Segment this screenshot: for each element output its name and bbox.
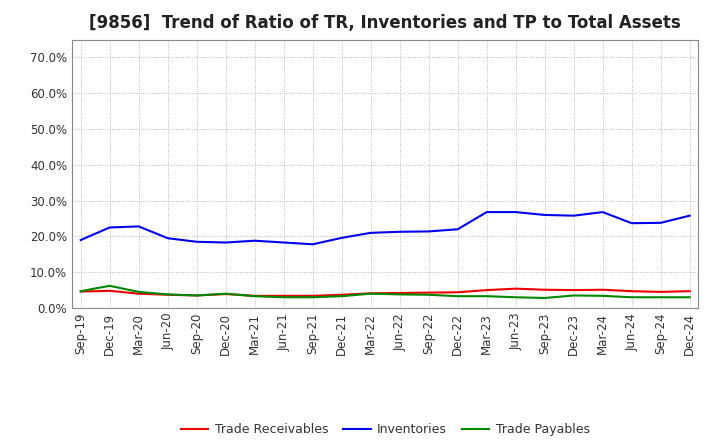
Trade Receivables — [657, 289, 665, 294]
Trade Payables — [366, 291, 375, 296]
Trade Receivables — [395, 290, 404, 296]
Trade Payables — [192, 293, 201, 298]
Trade Receivables — [279, 293, 288, 298]
Line: Inventories: Inventories — [81, 212, 690, 244]
Trade Receivables — [627, 289, 636, 294]
Inventories — [308, 242, 317, 247]
Trade Receivables — [570, 287, 578, 293]
Trade Receivables — [598, 287, 607, 293]
Trade Receivables — [511, 286, 520, 291]
Trade Receivables — [308, 293, 317, 298]
Trade Receivables — [366, 291, 375, 296]
Trade Payables — [279, 295, 288, 300]
Trade Payables — [598, 293, 607, 298]
Trade Payables — [541, 295, 549, 301]
Trade Payables — [163, 292, 172, 297]
Trade Receivables — [163, 292, 172, 297]
Inventories — [685, 213, 694, 218]
Inventories — [366, 230, 375, 235]
Trade Payables — [308, 295, 317, 300]
Inventories — [251, 238, 259, 243]
Trade Payables — [454, 293, 462, 299]
Inventories — [424, 229, 433, 234]
Trade Payables — [251, 293, 259, 299]
Inventories — [395, 229, 404, 235]
Line: Trade Payables: Trade Payables — [81, 286, 690, 298]
Title: [9856]  Trend of Ratio of TR, Inventories and TP to Total Assets: [9856] Trend of Ratio of TR, Inventories… — [89, 15, 681, 33]
Inventories — [192, 239, 201, 245]
Trade Receivables — [192, 293, 201, 298]
Inventories — [221, 240, 230, 245]
Trade Payables — [627, 295, 636, 300]
Trade Payables — [338, 293, 346, 299]
Trade Receivables — [221, 291, 230, 297]
Inventories — [454, 227, 462, 232]
Trade Receivables — [105, 288, 114, 293]
Trade Receivables — [685, 289, 694, 294]
Inventories — [105, 225, 114, 230]
Trade Payables — [657, 295, 665, 300]
Trade Receivables — [251, 293, 259, 298]
Trade Payables — [424, 292, 433, 297]
Trade Payables — [135, 289, 143, 294]
Inventories — [482, 209, 491, 215]
Trade Receivables — [424, 290, 433, 295]
Inventories — [76, 237, 85, 242]
Trade Payables — [105, 283, 114, 289]
Inventories — [279, 240, 288, 245]
Inventories — [135, 224, 143, 229]
Trade Payables — [482, 293, 491, 299]
Inventories — [541, 213, 549, 218]
Inventories — [598, 209, 607, 215]
Trade Receivables — [76, 289, 85, 294]
Trade Payables — [570, 293, 578, 298]
Inventories — [338, 235, 346, 241]
Trade Payables — [511, 295, 520, 300]
Legend: Trade Receivables, Inventories, Trade Payables: Trade Receivables, Inventories, Trade Pa… — [176, 418, 595, 440]
Inventories — [627, 220, 636, 226]
Inventories — [570, 213, 578, 218]
Inventories — [163, 235, 172, 241]
Inventories — [657, 220, 665, 225]
Trade Receivables — [338, 292, 346, 297]
Trade Receivables — [454, 290, 462, 295]
Inventories — [511, 209, 520, 215]
Line: Trade Receivables: Trade Receivables — [81, 289, 690, 296]
Trade Receivables — [135, 291, 143, 296]
Trade Receivables — [541, 287, 549, 293]
Trade Payables — [221, 291, 230, 296]
Trade Payables — [395, 292, 404, 297]
Trade Receivables — [482, 287, 491, 293]
Trade Payables — [685, 295, 694, 300]
Trade Payables — [76, 289, 85, 294]
